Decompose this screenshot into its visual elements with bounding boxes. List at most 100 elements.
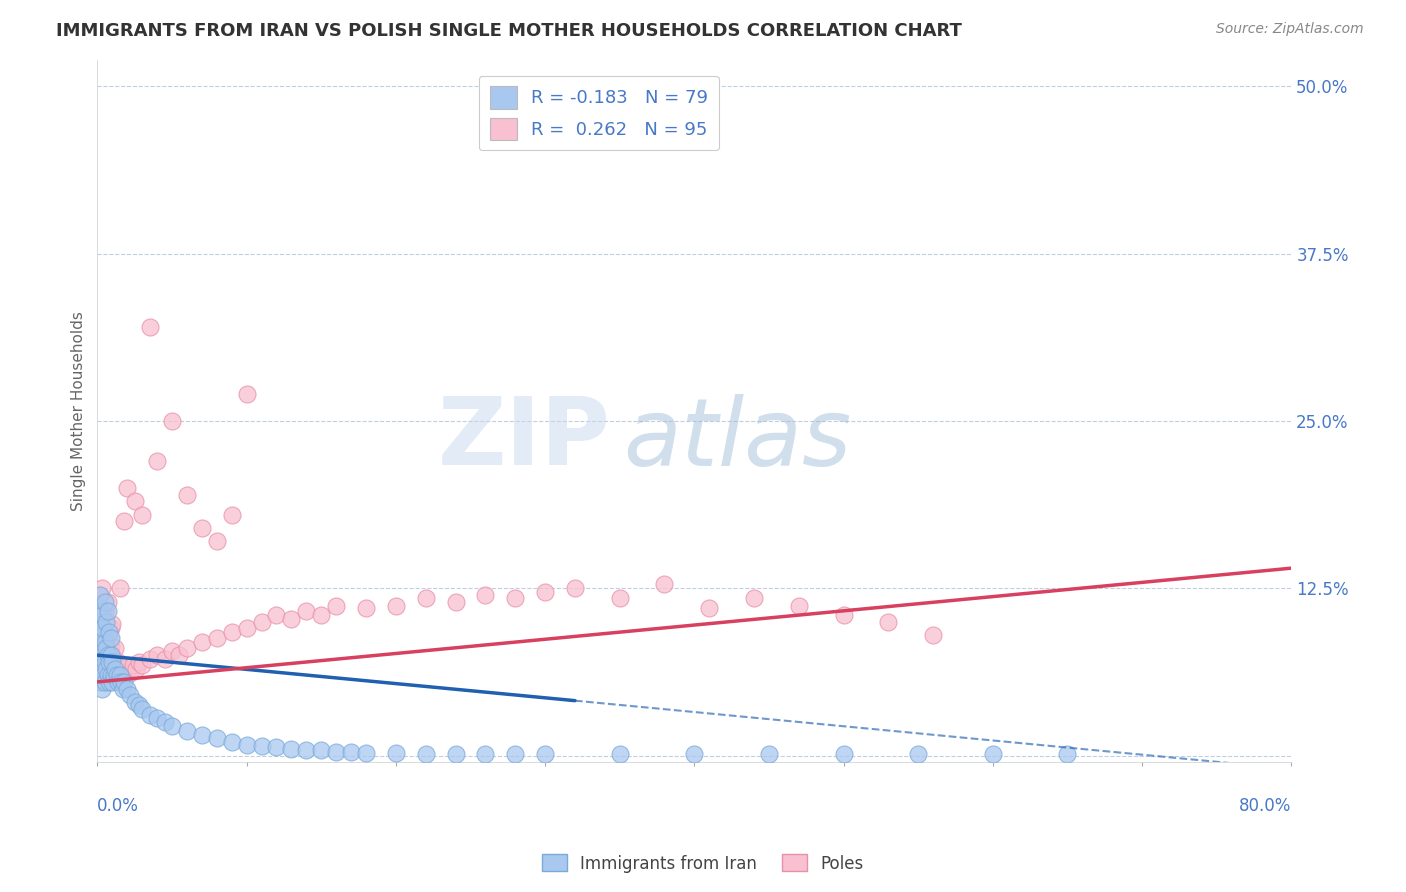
Point [120,665,142,680]
Point [609,747,631,762]
Point [112,514,135,528]
Point [97,594,120,608]
Point [89,648,111,662]
Point [385,599,408,613]
Point [131,657,153,672]
Point [96,644,118,658]
Point [90,621,112,635]
Point [697,601,720,615]
Point [250,739,273,754]
Point [176,487,198,501]
Point [115,681,138,696]
Point [115,657,138,672]
Point [444,594,467,608]
Point [981,747,1004,762]
Point [87,648,110,662]
Point [104,661,127,675]
Point [97,665,120,680]
Point [160,414,183,428]
Point [87,668,110,682]
Point [96,628,118,642]
Point [89,634,111,648]
Point [89,674,111,689]
Point [91,668,114,682]
Text: IMMIGRANTS FROM IRAN VS POLISH SINGLE MOTHER HOUSEHOLDS CORRELATION CHART: IMMIGRANTS FROM IRAN VS POLISH SINGLE MO… [56,22,962,40]
Point [160,719,183,733]
Point [534,585,557,599]
Point [176,641,198,656]
Point [100,648,122,662]
Point [415,747,437,762]
Point [89,601,111,615]
Point [153,652,176,666]
Point [104,641,127,656]
Point [90,641,112,656]
Point [138,708,160,723]
Point [96,661,118,675]
Point [280,742,302,756]
Point [191,521,214,535]
Point [94,604,117,618]
Point [90,621,112,635]
Point [221,735,243,749]
Point [101,648,124,662]
Point [125,661,148,675]
Point [235,387,257,401]
Point [295,604,318,618]
Point [90,581,112,595]
Point [221,508,243,522]
Point [107,674,129,689]
Point [138,652,160,666]
Point [90,607,112,622]
Point [91,621,114,635]
Point [90,661,112,675]
Point [124,695,146,709]
Point [325,599,347,613]
Point [832,747,855,762]
Point [87,628,110,642]
Point [98,674,121,689]
Point [87,588,110,602]
Point [97,668,120,682]
Point [103,661,125,675]
Point [94,594,117,608]
Point [444,747,467,762]
Point [101,671,124,685]
Point [205,631,228,645]
Point [922,628,945,642]
Point [112,674,135,689]
Point [89,655,111,669]
Point [169,648,191,662]
Legend: Immigrants from Iran, Poles: Immigrants from Iran, Poles [536,847,870,880]
Point [98,671,121,685]
Point [609,591,631,605]
Point [100,621,122,635]
Point [87,601,110,615]
Point [1056,747,1078,762]
Point [654,577,676,591]
Text: atlas: atlas [623,393,851,484]
Point [94,674,117,689]
Point [205,731,228,745]
Point [160,644,183,658]
Point [91,621,114,635]
Point [138,320,160,334]
Text: ZIP: ZIP [437,393,610,485]
Text: Source: ZipAtlas.com: Source: ZipAtlas.com [1216,22,1364,37]
Point [146,711,169,725]
Point [131,701,153,715]
Point [96,615,118,629]
Point [131,508,153,522]
Point [91,628,114,642]
Point [103,668,125,682]
Point [340,745,363,759]
Point [91,634,114,648]
Point [280,612,302,626]
Point [120,688,142,702]
Point [108,581,131,595]
Point [90,607,112,622]
Point [205,534,228,549]
Point [110,657,132,672]
Point [787,599,810,613]
Point [98,625,121,640]
